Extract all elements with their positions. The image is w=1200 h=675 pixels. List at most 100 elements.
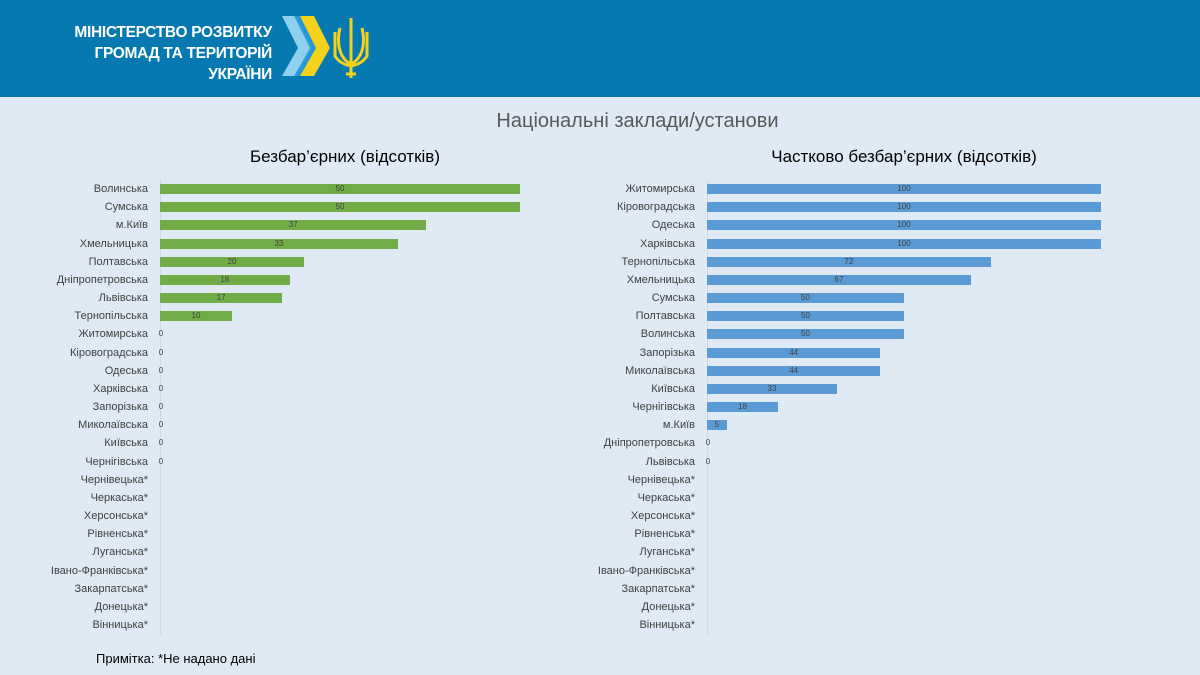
partially-barrier-free-category-label: Харківська (640, 237, 695, 250)
barrier-free-data-label: 33 (274, 238, 284, 248)
barrier-free-category-label: Черкаська* (90, 491, 148, 504)
barrier-free-category-label: Дніпропетровська (56, 273, 148, 286)
partially-barrier-free-category-label: Івано-Франківська* (597, 564, 695, 577)
barrier-free-data-label: 0 (158, 383, 164, 393)
partially-barrier-free-bar (707, 274, 971, 285)
page-title: Національні заклади/установи (496, 110, 779, 132)
partially-barrier-free-category-label: Чернігівська (632, 401, 695, 414)
partially-barrier-free-bar (707, 256, 991, 267)
partially-barrier-free-category-label: Кіровоградська (617, 201, 695, 214)
barrier-free-data-label: 0 (158, 456, 164, 466)
ministry-name-line2: ГРОМАД ТА ТЕРИТОРІЙ УКРАЇНИ (94, 45, 272, 83)
partially-barrier-free-bar (707, 420, 727, 431)
barrier-free-bar (160, 311, 232, 322)
barrier-free-category-label: Закарпатська* (74, 582, 148, 595)
barrier-free-bar (160, 274, 290, 285)
partially-barrier-free-category-label: Львівська (645, 455, 695, 468)
partially-barrier-free-category-label: Дніпропетровська (603, 437, 695, 450)
barrier-free-data-label: 0 (158, 347, 164, 357)
barrier-free-category-label: Тернопільська (74, 310, 148, 323)
barrier-free-category-label: Вінницька* (92, 619, 148, 632)
barrier-free-category-label: Харківська (93, 382, 148, 395)
partially-barrier-free-category-label: Донецька* (641, 600, 695, 613)
header-banner: МІНІСТЕРСТВО РОЗВИТКУ ГРОМАД ТА ТЕРИТОРІ… (0, 0, 1200, 97)
partially-barrier-free-data-label: 100 (897, 238, 911, 248)
partially-barrier-free-data-label: 0 (705, 438, 711, 448)
barrier-free-category-label: Волинська (93, 183, 148, 195)
partially-barrier-free-bar (707, 365, 881, 376)
partially-barrier-free-category-label: Волинська (640, 328, 695, 341)
barrier-free-bar (160, 238, 398, 249)
partially-barrier-free-category-label: Житомирська (625, 183, 695, 195)
partially-barrier-free-category-label: Рівненська* (634, 528, 695, 541)
partially-barrier-free-bar (707, 202, 1101, 213)
barrier-free-category-label: Кіровоградська (70, 346, 148, 359)
barrier-free-data-label: 37 (288, 220, 298, 230)
barrier-free-data-label: 10 (191, 311, 201, 321)
partially-barrier-free-category-label: Полтавська (635, 310, 695, 323)
partially-barrier-free-category-label: Одеська (651, 219, 695, 232)
barrier-free-category-label: Київська (104, 437, 148, 450)
partially-barrier-free-category-label: Запорізька (639, 346, 695, 359)
ministry-name: МІНІСТЕРСТВО РОЗВИТКУ ГРОМАД ТА ТЕРИТОРІ… (36, 22, 272, 85)
barrier-free-category-label: Херсонська* (83, 510, 148, 523)
partially-barrier-free-category-label: Черкаська* (637, 491, 695, 504)
partially-barrier-free-data-label: 72 (844, 256, 854, 266)
partially-barrier-free-category-label: Тернопільська (621, 255, 695, 268)
barrier-free-data-label: 20 (227, 256, 237, 266)
partially-barrier-free-category-label: Закарпатська* (621, 582, 695, 595)
barrier-free-category-label: м.Київ (115, 219, 148, 232)
partially-barrier-free-data-label: 50 (801, 311, 810, 321)
partially-barrier-free-category-label: Миколаївська (625, 364, 695, 377)
partially-barrier-free-data-label: 44 (789, 365, 799, 375)
partially-barrier-free-category-label: Херсонська* (630, 510, 695, 523)
barrier-free-category-label: Чернівецька* (80, 473, 148, 486)
partially-barrier-free-data-label: 18 (738, 402, 747, 412)
chart-title-partially-barrier-free: Частково безбар’єрних (відсотків) (771, 147, 1037, 166)
partially-barrier-free-bar (707, 293, 904, 304)
partially-barrier-free-bar (707, 347, 881, 358)
partially-barrier-free-bar (707, 184, 1101, 194)
barrier-free-bar (160, 256, 304, 267)
barrier-free-category-label: Івано-Франківська* (50, 564, 148, 577)
ministry-name-line1: МІНІСТЕРСТВО РОЗВИТКУ (74, 24, 272, 41)
barrier-free-bar (160, 220, 427, 231)
barrier-free-data-label: 0 (158, 438, 164, 448)
barrier-free-data-label: 50 (335, 184, 345, 193)
barrier-free-data-label: 50 (335, 202, 345, 212)
partially-barrier-free-bar (707, 383, 838, 394)
barrier-free-data-label: 0 (158, 402, 164, 412)
partially-barrier-free-data-label: 33 (767, 383, 777, 393)
partially-barrier-free-data-label: 67 (834, 274, 844, 284)
partially-barrier-free-bar (707, 238, 1101, 249)
partially-barrier-free-data-label: 100 (897, 184, 911, 193)
partially-barrier-free-bar (707, 329, 904, 340)
partially-barrier-free-data-label: 5 (714, 420, 720, 430)
barrier-free-category-label: Луганська* (92, 546, 149, 559)
barrier-free-data-label: 18 (220, 274, 230, 284)
partially-barrier-free-category-label: Київська (651, 382, 695, 395)
partially-barrier-free-data-label: 50 (801, 293, 810, 303)
partially-barrier-free-category-label: Хмельницька (626, 273, 695, 286)
barrier-free-data-label: 17 (216, 293, 226, 303)
partially-barrier-free-data-label: 100 (897, 202, 911, 212)
barrier-free-data-label: 0 (158, 365, 164, 375)
barrier-free-category-label: Полтавська (88, 255, 148, 268)
partially-barrier-free-data-label: 0 (705, 456, 711, 466)
partially-barrier-free-data-label: 44 (789, 347, 799, 357)
partially-barrier-free-category-label: Чернівецька* (627, 473, 695, 486)
partially-barrier-free-category-label: Луганська* (639, 546, 696, 559)
barrier-free-category-label: Хмельницька (79, 237, 148, 250)
ministry-logo-icon (282, 16, 369, 78)
barrier-free-data-label: 0 (158, 420, 164, 430)
barrier-free-bar (160, 184, 520, 194)
partially-barrier-free-data-label: 50 (801, 329, 810, 339)
barrier-free-bar (160, 293, 283, 304)
barrier-free-category-label: Сумська (104, 201, 148, 214)
partially-barrier-free-category-label: Сумська (651, 292, 695, 305)
barrier-free-category-label: Житомирська (78, 328, 148, 341)
barrier-free-data-label: 0 (158, 329, 164, 339)
footnote: Примітка: *Не надано дані (96, 651, 256, 666)
partially-barrier-free-data-label: 100 (897, 220, 911, 230)
